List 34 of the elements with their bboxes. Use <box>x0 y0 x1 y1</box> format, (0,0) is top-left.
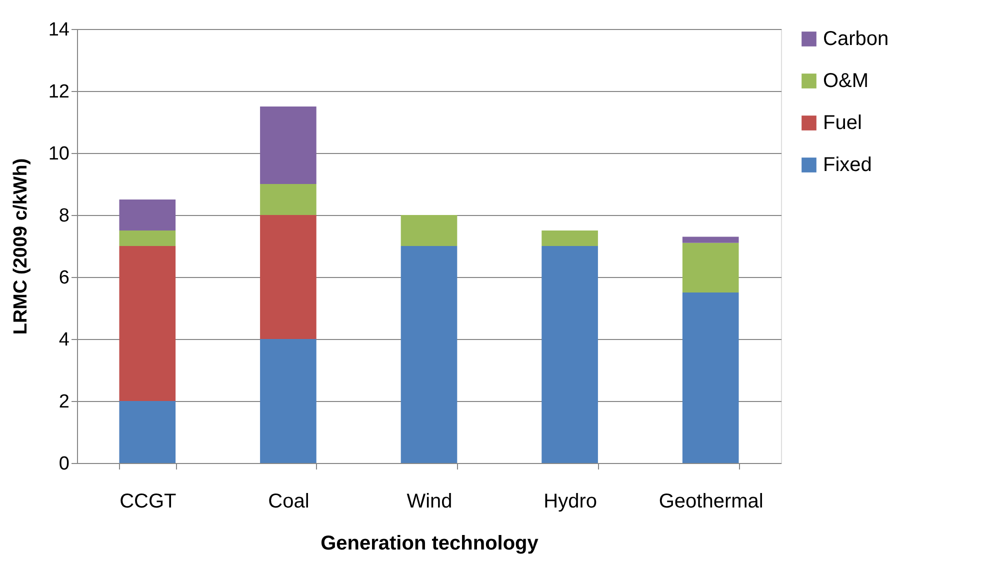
bar <box>400 246 458 463</box>
x-tick-label: CCGT <box>120 490 176 512</box>
y-tick-label: 4 <box>58 330 70 350</box>
y-tick-label: 14 <box>48 20 70 40</box>
y-tick-label: 2 <box>58 392 70 412</box>
bar <box>260 339 316 463</box>
x-tick-label: Hydro <box>544 490 597 512</box>
x-tick-label: Geothermal <box>658 490 764 512</box>
bar <box>119 200 176 230</box>
x-tick-label: Coal <box>268 490 310 512</box>
x-axis-title: Generation technology <box>320 532 540 554</box>
bar <box>119 246 176 401</box>
y-tick-label: 10 <box>48 144 70 164</box>
bar <box>260 215 316 339</box>
y-tick-label: 8 <box>58 206 70 226</box>
bar <box>542 246 598 463</box>
x-tick-label: Wind <box>406 490 452 512</box>
bar <box>682 292 739 463</box>
bar <box>260 106 316 184</box>
bar <box>682 236 739 243</box>
y-tick-label: 12 <box>48 82 70 102</box>
y-axis-title: LRMC (2009 c/kWh) <box>10 158 32 335</box>
bar <box>260 184 316 215</box>
legend-label: Fuel <box>823 112 862 134</box>
bar <box>542 230 598 246</box>
bar <box>119 401 176 463</box>
legend-label: O&M <box>823 70 869 92</box>
bar <box>400 215 458 246</box>
legend-label: Carbon <box>823 28 889 50</box>
bar <box>682 242 739 292</box>
y-tick-label: 0 <box>58 454 70 474</box>
bar <box>119 230 176 246</box>
y-tick-label: 6 <box>58 268 70 288</box>
legend-label: Fixed <box>823 154 872 176</box>
